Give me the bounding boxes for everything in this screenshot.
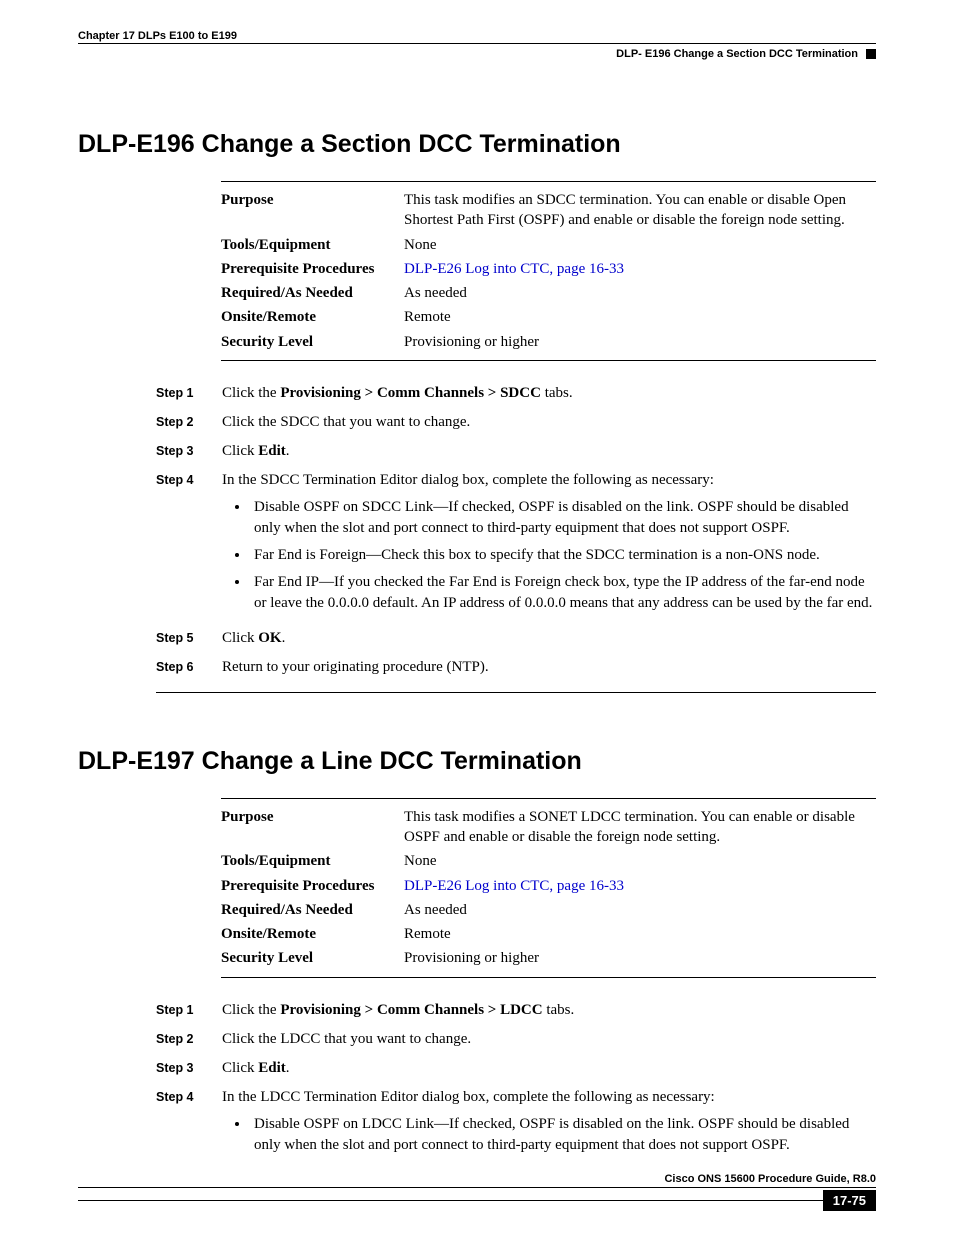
step-label: Step 5 — [156, 628, 222, 649]
prereq-link[interactable]: DLP-E26 Log into CTC, page 16-33 — [404, 878, 624, 894]
heading-e196: DLP-E196 Change a Section DCC Terminatio… — [78, 130, 876, 159]
step-label: Step 4 — [156, 1087, 222, 1162]
step-body: Click OK. — [222, 628, 876, 649]
onsite-value: Remote — [404, 924, 876, 944]
step-label: Step 3 — [156, 1058, 222, 1079]
security-label: Security Level — [221, 948, 404, 968]
step-bullets: Disable OSPF on SDCC Link—If checked, OS… — [222, 497, 876, 614]
step-body: Click the SDCC that you want to change. — [222, 412, 876, 433]
header-end-marker-icon — [866, 49, 876, 59]
section-title-row: DLP- E196 Change a Section DCC Terminati… — [78, 48, 876, 60]
running-head: Chapter 17 DLPs E100 to E199 DLP- E196 C… — [78, 30, 876, 60]
step-label: Step 2 — [156, 412, 222, 433]
prereq-label: Prerequisite Procedures — [221, 259, 404, 279]
steps-e197: Step 1 Click the Provisioning > Comm Cha… — [156, 1000, 876, 1162]
step-label: Step 2 — [156, 1029, 222, 1050]
bullet-item: Far End is Foreign—Check this box to spe… — [250, 545, 876, 566]
prereq-link[interactable]: DLP-E26 Log into CTC, page 16-33 — [404, 261, 624, 277]
steps-e196: Step 1 Click the Provisioning > Comm Cha… — [156, 383, 876, 693]
required-value: As needed — [404, 900, 876, 920]
step-body: Click the LDCC that you want to change. — [222, 1029, 876, 1050]
tools-value: None — [404, 235, 876, 255]
prereq-label: Prerequisite Procedures — [221, 876, 404, 896]
page-footer: Cisco ONS 15600 Procedure Guide, R8.0 17… — [78, 1173, 876, 1211]
footer-rule — [78, 1200, 823, 1201]
purpose-value: This task modifies an SDCC termination. … — [404, 190, 876, 231]
chapter-title: Chapter 17 DLPs E100 to E199 — [78, 30, 876, 44]
security-value: Provisioning or higher — [404, 332, 876, 352]
page-number: 17-75 — [823, 1190, 876, 1211]
security-label: Security Level — [221, 332, 404, 352]
step-body: In the LDCC Termination Editor dialog bo… — [222, 1087, 876, 1162]
security-value: Provisioning or higher — [404, 948, 876, 968]
bullet-item: Disable OSPF on LDCC Link—If checked, OS… — [250, 1114, 876, 1156]
step-label: Step 1 — [156, 383, 222, 404]
purpose-label: Purpose — [221, 190, 404, 231]
heading-e197: DLP-E197 Change a Line DCC Termination — [78, 747, 876, 776]
purpose-value: This task modifies a SONET LDCC terminat… — [404, 807, 876, 848]
task-table-e196: Purpose This task modifies an SDCC termi… — [221, 181, 876, 361]
step-label: Step 4 — [156, 470, 222, 620]
step-label: Step 1 — [156, 1000, 222, 1021]
tools-label: Tools/Equipment — [221, 235, 404, 255]
onsite-value: Remote — [404, 307, 876, 327]
tools-value: None — [404, 851, 876, 871]
step-bullets: Disable OSPF on LDCC Link—If checked, OS… — [222, 1114, 876, 1156]
step-body: In the SDCC Termination Editor dialog bo… — [222, 470, 876, 620]
bullet-item: Disable OSPF on SDCC Link—If checked, OS… — [250, 497, 876, 539]
required-label: Required/As Needed — [221, 283, 404, 303]
bullet-item: Far End IP—If you checked the Far End is… — [250, 572, 876, 614]
page: Chapter 17 DLPs E100 to E199 DLP- E196 C… — [0, 0, 954, 1235]
section-title: DLP- E196 Change a Section DCC Terminati… — [616, 48, 858, 60]
required-value: As needed — [404, 283, 876, 303]
step-body: Return to your originating procedure (NT… — [222, 657, 876, 678]
step-body: Click Edit. — [222, 441, 876, 462]
footer-doc-title: Cisco ONS 15600 Procedure Guide, R8.0 — [78, 1173, 876, 1188]
required-label: Required/As Needed — [221, 900, 404, 920]
onsite-label: Onsite/Remote — [221, 307, 404, 327]
step-body: Click the Provisioning > Comm Channels >… — [222, 1000, 876, 1021]
step-body: Click the Provisioning > Comm Channels >… — [222, 383, 876, 404]
tools-label: Tools/Equipment — [221, 851, 404, 871]
purpose-label: Purpose — [221, 807, 404, 848]
onsite-label: Onsite/Remote — [221, 924, 404, 944]
step-label: Step 3 — [156, 441, 222, 462]
task-table-e197: Purpose This task modifies a SONET LDCC … — [221, 798, 876, 978]
step-body: Click Edit. — [222, 1058, 876, 1079]
step-label: Step 6 — [156, 657, 222, 678]
